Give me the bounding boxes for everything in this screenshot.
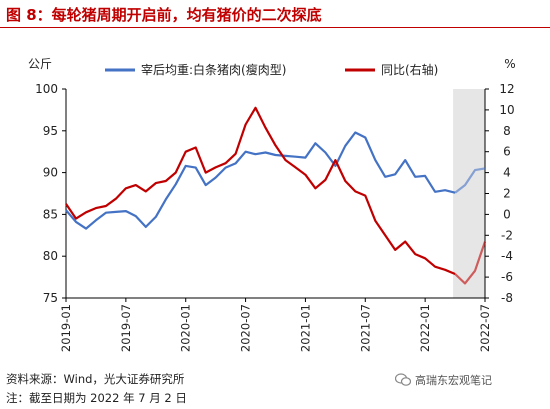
right-tick-label: -4 <box>501 249 513 263</box>
right-tick-label: 12 <box>499 82 514 96</box>
x-tick-label: 2020-07 <box>239 304 253 352</box>
right-tick-label: 4 <box>503 166 511 180</box>
chart-axes <box>65 89 486 299</box>
left-tick-label: 90 <box>43 166 58 180</box>
chart-legend: 宰后均重:白条猪肉(瘦肉型) 同比(右轴) <box>105 62 438 77</box>
watermark: 高瑞东宏观笔记 <box>395 372 492 388</box>
x-tick-label: 2022-01 <box>418 304 432 352</box>
legend-label-weight: 宰后均重:白条猪肉(瘦肉型) <box>141 62 286 77</box>
title-rule <box>0 27 550 28</box>
watermark-text: 高瑞东宏观笔记 <box>415 374 492 387</box>
left-tick-label: 85 <box>43 207 58 221</box>
right-tick-label: 10 <box>499 103 514 117</box>
x-tick-label: 2020-01 <box>179 304 193 352</box>
left-tick-label: 75 <box>43 291 58 305</box>
right-tick-label: -8 <box>501 291 513 305</box>
series-line-1-shaded <box>454 241 487 285</box>
legend-label-yoy: 同比(右轴) <box>381 62 438 77</box>
x-tick-label: 2019-01 <box>59 304 73 352</box>
right-tick-label: 8 <box>503 124 511 138</box>
series-line-0 <box>65 131 456 230</box>
left-tick-label: 100 <box>35 82 58 96</box>
left-tick-label: 80 <box>43 249 58 263</box>
x-tick-label: 2021-07 <box>358 304 372 352</box>
shaded-region <box>453 89 485 298</box>
right-tick-label: -6 <box>501 270 513 284</box>
right-tick-label: -2 <box>501 228 513 242</box>
left-axis-label: 公斤 <box>28 57 52 71</box>
series-line-1 <box>65 106 456 276</box>
x-tick-label: 2021-01 <box>298 304 312 352</box>
series-lines <box>65 106 487 285</box>
right-axis-ticks: -8 -6 -4 -2 0 2 4 6 8 10 12 <box>485 82 515 305</box>
right-tick-label: 2 <box>503 187 511 201</box>
figure-title: 图 8：每轮猪周期开启前，均有猪价的二次探底 <box>6 6 322 24</box>
series-line-0-shaded <box>454 167 486 194</box>
x-axis-ticks: 2019-01 2019-07 2020-01 2020-07 2021-01 2021-… <box>59 298 492 352</box>
left-tick-label: 95 <box>43 124 58 138</box>
x-tick-label: 2022-07 <box>478 304 492 352</box>
x-tick-label: 2019-07 <box>119 304 133 352</box>
right-tick-label: 0 <box>503 207 511 221</box>
left-axis-ticks: 75 80 85 90 95 100 <box>35 82 66 305</box>
source-note: 资料来源：Wind，光大证券研究所 <box>6 372 185 386</box>
shaded-period <box>453 89 485 298</box>
wechat-icon <box>395 373 411 386</box>
date-note: 注：截至日期为 2022 年 7 月 2 日 <box>6 391 187 405</box>
right-tick-label: 6 <box>503 145 511 159</box>
right-axis-label: % <box>504 57 515 71</box>
